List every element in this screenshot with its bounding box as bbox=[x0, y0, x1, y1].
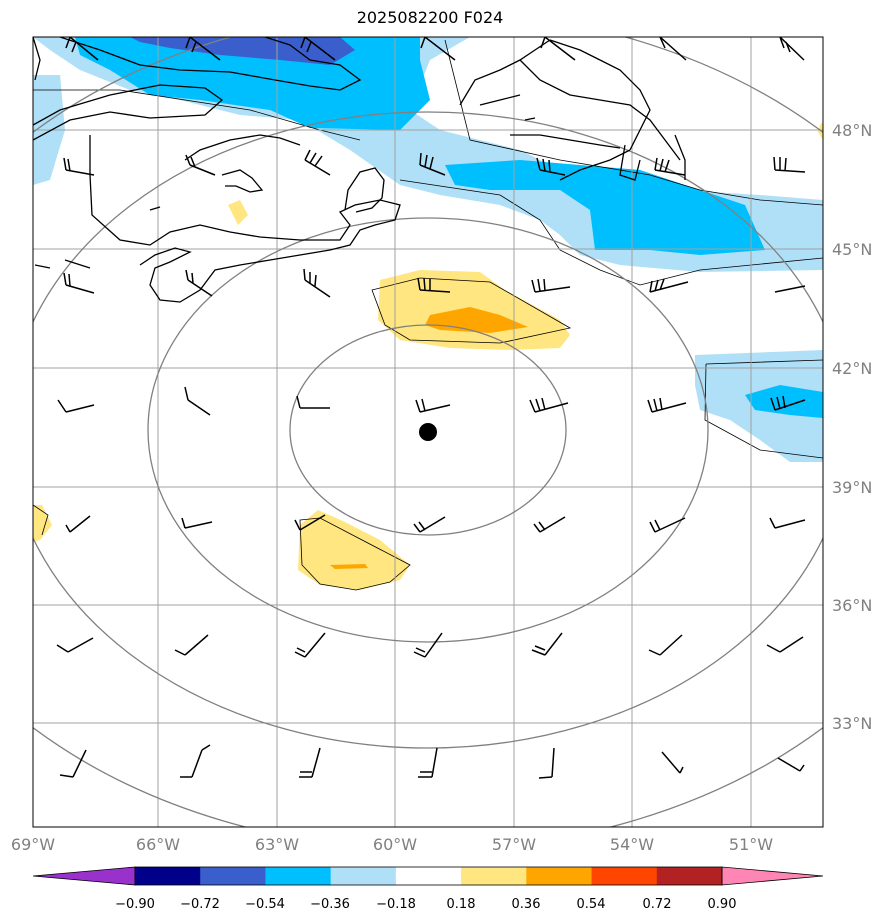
graticule bbox=[33, 37, 823, 827]
colorbar-cell bbox=[591, 867, 658, 885]
colorbar-cell bbox=[200, 867, 266, 885]
lon-tick-labels: 69°W 66°W 63°W 60°W 57°W 54°W 51°W bbox=[11, 835, 773, 854]
lon-tick-label: 60°W bbox=[373, 835, 417, 854]
colorbar-tick-label: −0.36 bbox=[310, 897, 350, 912]
lon-tick-label: 54°W bbox=[610, 835, 654, 854]
colorbar-tick-label: 0.72 bbox=[643, 897, 672, 912]
page-title: 2025082200 F024 bbox=[356, 8, 504, 27]
colorbar-cell bbox=[135, 867, 201, 885]
storm-center-marker bbox=[419, 423, 437, 441]
colorbar-cell bbox=[395, 867, 462, 885]
field-contours bbox=[33, 39, 823, 591]
colorbar-cell bbox=[265, 867, 332, 885]
lon-tick-label: 63°W bbox=[255, 835, 299, 854]
lat-tick-labels: 48°N 45°N 42°N 39°N 36°N 33°N bbox=[832, 121, 872, 733]
lon-tick-label: 66°W bbox=[136, 835, 180, 854]
colorbar-tick-label: 0.18 bbox=[447, 897, 476, 912]
colorbar-cell bbox=[330, 867, 397, 885]
lon-tick-label: 57°W bbox=[492, 835, 536, 854]
colorbar-extend-max bbox=[721, 866, 824, 886]
colorbar-tick-label: 0.36 bbox=[512, 897, 541, 912]
colorbar-tick-label: −0.90 bbox=[115, 897, 155, 912]
colorbar-tick-label: 0.90 bbox=[708, 897, 737, 912]
colorbar: −0.90 −0.72 −0.54 −0.36 −0.18 0.18 0.36 … bbox=[32, 866, 824, 912]
colorbar-tick-label: −0.54 bbox=[245, 897, 285, 912]
colorbar-extend-min bbox=[32, 866, 136, 886]
map-frame bbox=[32, 36, 824, 828]
colorbar-tick-label: −0.18 bbox=[376, 897, 416, 912]
colorbar-cell bbox=[526, 867, 593, 885]
lat-tick-label: 42°N bbox=[832, 359, 872, 378]
range-rings bbox=[33, 37, 823, 827]
field-shading bbox=[33, 37, 823, 590]
colorbar-cell bbox=[461, 867, 527, 885]
lat-tick-label: 48°N bbox=[832, 121, 872, 140]
lat-tick-label: 33°N bbox=[832, 714, 872, 733]
lon-tick-label: 69°W bbox=[11, 835, 55, 854]
colorbar-tick-label: 0.54 bbox=[577, 897, 606, 912]
lat-tick-label: 39°N bbox=[832, 478, 872, 497]
colorbar-cell bbox=[656, 867, 723, 885]
lat-tick-label: 45°N bbox=[832, 240, 872, 259]
coastlines bbox=[33, 37, 686, 303]
lon-tick-label: 51°W bbox=[729, 835, 773, 854]
lat-tick-label: 36°N bbox=[832, 596, 872, 615]
colorbar-tick-label: −0.72 bbox=[180, 897, 220, 912]
wind-barbs bbox=[56, 37, 806, 779]
